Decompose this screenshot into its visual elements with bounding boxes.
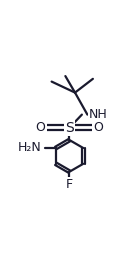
Text: O: O bbox=[36, 121, 46, 134]
Text: S: S bbox=[65, 121, 74, 135]
Text: H₂N: H₂N bbox=[18, 142, 41, 154]
Text: O: O bbox=[93, 121, 103, 134]
Text: F: F bbox=[66, 178, 73, 191]
Text: NH: NH bbox=[89, 108, 107, 121]
